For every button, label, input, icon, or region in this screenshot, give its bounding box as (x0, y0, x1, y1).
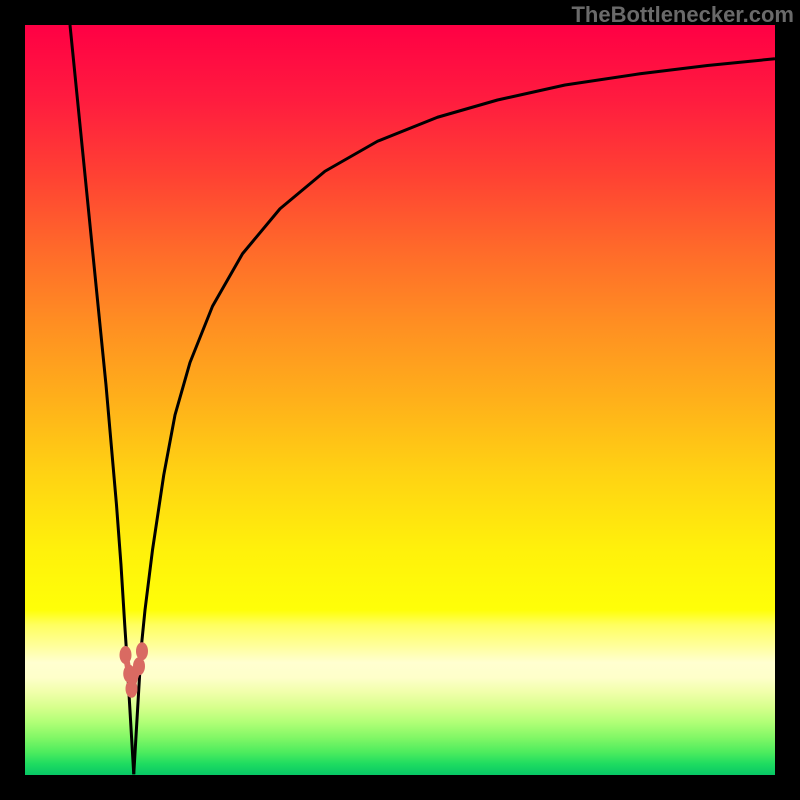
watermark-text: TheBottlenecker.com (571, 2, 794, 28)
chart-frame: TheBottlenecker.com (0, 0, 800, 800)
gradient-plot-svg (25, 25, 775, 775)
data-marker (126, 680, 138, 698)
plot-area (25, 25, 775, 775)
data-marker (136, 642, 148, 660)
data-marker (120, 646, 132, 664)
